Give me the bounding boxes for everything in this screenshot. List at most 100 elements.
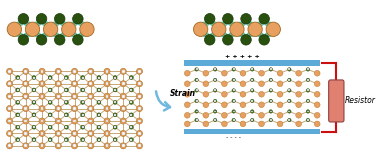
Circle shape bbox=[71, 143, 77, 149]
Circle shape bbox=[71, 81, 77, 87]
Bar bbox=[251, 100, 253, 102]
Circle shape bbox=[277, 112, 283, 118]
Circle shape bbox=[25, 22, 40, 36]
Circle shape bbox=[240, 81, 246, 87]
Ellipse shape bbox=[206, 16, 214, 21]
Bar bbox=[105, 132, 108, 135]
Bar bbox=[270, 79, 272, 81]
Circle shape bbox=[288, 68, 291, 71]
Circle shape bbox=[32, 113, 36, 117]
Bar bbox=[214, 89, 216, 91]
Ellipse shape bbox=[247, 22, 254, 26]
Bar bbox=[98, 89, 100, 91]
Circle shape bbox=[39, 130, 45, 136]
Circle shape bbox=[277, 102, 283, 108]
Circle shape bbox=[88, 118, 94, 124]
Bar bbox=[214, 100, 216, 102]
Bar bbox=[114, 101, 116, 103]
Circle shape bbox=[32, 125, 36, 129]
Bar bbox=[195, 111, 198, 112]
Circle shape bbox=[81, 113, 85, 117]
Circle shape bbox=[48, 138, 52, 142]
Bar bbox=[8, 95, 11, 98]
Bar bbox=[307, 100, 309, 102]
Bar bbox=[105, 107, 108, 110]
Bar bbox=[288, 119, 290, 121]
Circle shape bbox=[184, 102, 190, 108]
Circle shape bbox=[240, 102, 246, 108]
Circle shape bbox=[16, 125, 20, 129]
Ellipse shape bbox=[56, 37, 64, 42]
Bar bbox=[214, 79, 216, 81]
Bar bbox=[40, 144, 43, 147]
Circle shape bbox=[39, 93, 45, 99]
Circle shape bbox=[195, 89, 198, 92]
Bar bbox=[65, 126, 67, 128]
Circle shape bbox=[23, 143, 29, 149]
Circle shape bbox=[184, 121, 190, 127]
Circle shape bbox=[120, 143, 126, 149]
Circle shape bbox=[18, 14, 29, 24]
Bar bbox=[8, 107, 11, 110]
Bar bbox=[8, 70, 11, 73]
Circle shape bbox=[259, 70, 264, 76]
Circle shape bbox=[36, 14, 47, 24]
Circle shape bbox=[65, 113, 68, 117]
Circle shape bbox=[277, 81, 283, 87]
Circle shape bbox=[23, 93, 29, 99]
Circle shape bbox=[113, 76, 117, 79]
Circle shape bbox=[222, 81, 227, 87]
Circle shape bbox=[71, 130, 77, 136]
Ellipse shape bbox=[15, 22, 22, 26]
Circle shape bbox=[194, 22, 208, 36]
Bar bbox=[73, 95, 76, 98]
Bar bbox=[89, 120, 92, 122]
Bar bbox=[8, 82, 11, 85]
Circle shape bbox=[232, 110, 235, 113]
Circle shape bbox=[48, 100, 52, 104]
Circle shape bbox=[195, 99, 198, 103]
Circle shape bbox=[97, 138, 101, 142]
Circle shape bbox=[240, 121, 246, 127]
Circle shape bbox=[203, 70, 209, 76]
Bar bbox=[105, 120, 108, 122]
Bar bbox=[33, 77, 35, 78]
Bar bbox=[138, 95, 141, 98]
Circle shape bbox=[306, 118, 310, 122]
Circle shape bbox=[296, 112, 302, 118]
Circle shape bbox=[269, 110, 273, 113]
Circle shape bbox=[73, 14, 83, 24]
Bar bbox=[33, 89, 35, 91]
Circle shape bbox=[222, 112, 227, 118]
Bar bbox=[130, 101, 132, 103]
Bar bbox=[89, 144, 92, 147]
Bar bbox=[57, 120, 60, 122]
Bar bbox=[73, 120, 76, 122]
Circle shape bbox=[232, 78, 235, 82]
Bar bbox=[17, 114, 19, 116]
Circle shape bbox=[16, 88, 20, 92]
Bar bbox=[98, 101, 100, 103]
Circle shape bbox=[296, 102, 302, 108]
Bar bbox=[214, 68, 216, 70]
Bar bbox=[130, 77, 132, 78]
Ellipse shape bbox=[52, 33, 59, 36]
Bar bbox=[105, 95, 108, 98]
Bar bbox=[33, 126, 35, 128]
Ellipse shape bbox=[74, 37, 82, 42]
Circle shape bbox=[88, 143, 94, 149]
Circle shape bbox=[120, 81, 126, 87]
Ellipse shape bbox=[56, 16, 64, 21]
Bar bbox=[49, 101, 51, 103]
Circle shape bbox=[73, 35, 83, 45]
Bar bbox=[288, 79, 290, 81]
Circle shape bbox=[55, 68, 61, 74]
Ellipse shape bbox=[20, 37, 27, 42]
Circle shape bbox=[36, 35, 47, 45]
Bar bbox=[195, 119, 198, 121]
Circle shape bbox=[65, 138, 68, 142]
Bar bbox=[233, 119, 235, 121]
Bar bbox=[49, 77, 51, 78]
Circle shape bbox=[32, 76, 36, 79]
Bar bbox=[184, 129, 320, 134]
